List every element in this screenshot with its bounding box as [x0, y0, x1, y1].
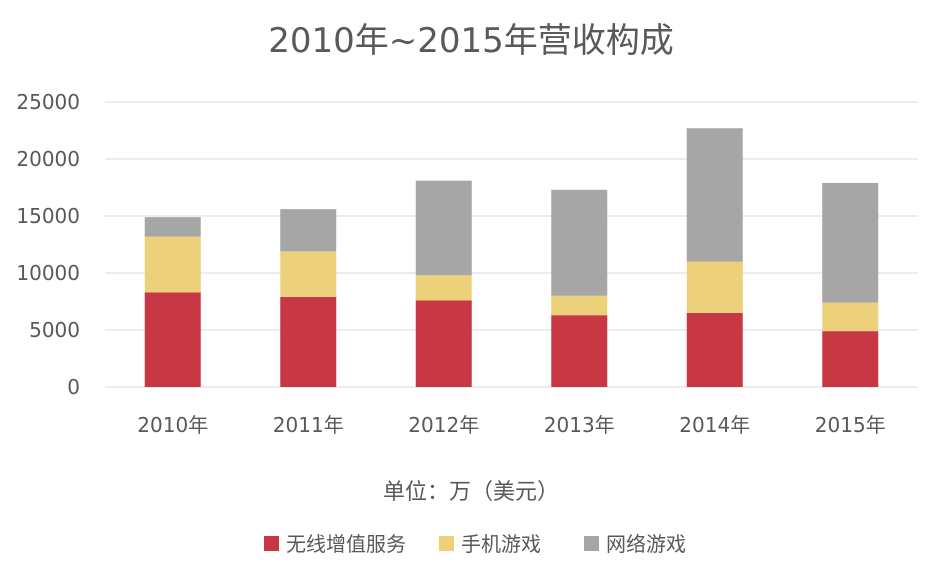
y-axis-ticks: 0 5000 10000 15000 20000 25000 [16, 90, 80, 399]
y-tick-label: 15000 [16, 204, 80, 228]
bar-segment-3 [686, 128, 743, 262]
legend-label: 手机游戏 [461, 532, 541, 556]
chart-title: 2010年~2015年营收构成 [268, 21, 674, 61]
legend-item: 手机游戏 [439, 532, 541, 556]
y-tick-label: 25000 [16, 90, 80, 114]
bar-segment-1 [144, 292, 201, 387]
legend-swatch [439, 536, 454, 551]
legend-label: 无线增值服务 [286, 532, 406, 556]
bar-segment-1 [280, 296, 337, 387]
y-tick-label: 0 [67, 375, 80, 399]
bar-segment-2 [822, 302, 879, 332]
bars [144, 128, 879, 387]
legend: 无线增值服务 手机游戏 网络游戏 [264, 532, 686, 556]
bar-segment-2 [415, 275, 472, 301]
x-category-label: 2011年 [273, 413, 344, 437]
x-category-label: 2014年 [679, 413, 750, 437]
bar-segment-1 [822, 331, 879, 387]
bar-segment-2 [280, 251, 337, 297]
y-tick-label: 20000 [16, 147, 80, 171]
bar-segment-2 [144, 236, 201, 293]
x-category-label: 2010年 [137, 413, 208, 437]
bar-segment-1 [415, 300, 472, 387]
legend-label: 网络游戏 [606, 532, 686, 556]
bar-segment-3 [415, 180, 472, 276]
legend-item: 无线增值服务 [264, 532, 406, 556]
x-category-label: 2012年 [408, 413, 479, 437]
bar-segment-2 [551, 295, 608, 316]
bar-segment-3 [551, 189, 608, 296]
bar-segment-1 [686, 312, 743, 387]
y-tick-label: 10000 [16, 261, 80, 285]
x-category-label: 2013年 [544, 413, 615, 437]
bar-segment-1 [551, 315, 608, 387]
legend-swatch [584, 536, 599, 551]
gridlines [105, 101, 918, 388]
x-axis-label: 单位：万（美元） [383, 480, 559, 505]
bar-segment-3 [280, 209, 337, 252]
bar-segment-3 [822, 182, 879, 303]
legend-item: 网络游戏 [584, 532, 686, 556]
bar-segment-2 [686, 261, 743, 313]
x-category-label: 2015年 [815, 413, 886, 437]
bar-segment-3 [144, 217, 201, 237]
legend-swatch [264, 536, 279, 551]
x-axis-categories: 2010年 2011年 2012年 2013年 2014年 2015年 [137, 413, 885, 437]
y-tick-label: 5000 [29, 318, 80, 342]
